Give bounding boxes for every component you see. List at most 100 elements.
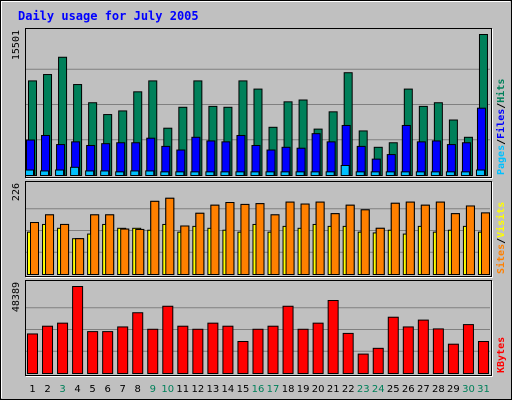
chart-title: Daily usage for July 2005 xyxy=(18,9,199,23)
x-tick-label: 22 xyxy=(342,384,355,395)
pages-bar xyxy=(205,171,215,177)
sites-bar-front xyxy=(405,201,415,275)
files-bar xyxy=(206,140,216,177)
x-tick-label: 14 xyxy=(222,384,235,395)
visits-panel-ymax-label: 226 xyxy=(11,183,22,201)
x-tick-label: 12 xyxy=(192,384,205,395)
sites-bar-front xyxy=(240,203,250,275)
kbytes-bar xyxy=(387,316,399,375)
kbytes-bar xyxy=(297,328,309,374)
pages-bar xyxy=(130,170,140,176)
x-tick-label: 16 xyxy=(252,384,265,395)
files-bar xyxy=(461,142,471,176)
x-tick-label: 15 xyxy=(237,384,250,395)
sites-bar-front xyxy=(285,201,295,275)
pages-bar xyxy=(100,170,110,176)
pages-bar xyxy=(85,170,95,176)
legend-entry: Hits xyxy=(495,79,507,103)
sites-bar-front xyxy=(330,213,340,275)
x-tick-label: 3 xyxy=(59,384,65,395)
sites-bar-front xyxy=(360,209,370,276)
x-tick-label: 8 xyxy=(135,384,141,395)
legend-entry: Files xyxy=(495,109,507,139)
x-tick-label: 26 xyxy=(402,384,415,395)
files-bar xyxy=(476,107,486,176)
sites-bar-front xyxy=(420,204,430,275)
kbytes-bar xyxy=(342,332,354,375)
kbytes-bar xyxy=(477,340,489,374)
files-bar xyxy=(221,141,231,176)
kbytes-panel-legend: KBytes xyxy=(496,337,507,373)
pages-bar xyxy=(355,171,365,177)
sites-bar-front xyxy=(90,214,100,276)
x-tick-label: 25 xyxy=(387,384,400,395)
files-bar xyxy=(251,144,261,176)
kbytes-bar xyxy=(462,324,474,374)
kbytes-bar xyxy=(87,331,99,374)
pages-bar xyxy=(40,170,50,176)
sites-bar-front xyxy=(345,204,355,275)
kbytes-bar xyxy=(432,328,444,374)
x-tick-label: 30 xyxy=(462,384,475,395)
kbytes-bar xyxy=(237,340,249,374)
pages-bar xyxy=(265,171,275,177)
kbytes-bar xyxy=(57,322,69,375)
kbytes-bar xyxy=(132,312,144,374)
files-bar xyxy=(116,142,126,176)
pages-bar xyxy=(415,171,425,177)
sites-bar-front xyxy=(375,227,385,276)
kbytes-bar xyxy=(282,305,294,374)
x-tick-label: 18 xyxy=(282,384,295,395)
pages-bar xyxy=(310,171,320,177)
x-tick-label: 21 xyxy=(327,384,340,395)
sites-bar-front xyxy=(270,214,280,276)
kbytes-bar xyxy=(177,325,189,374)
pages-bar xyxy=(70,166,80,176)
files-bar xyxy=(326,141,336,176)
kbytes-bar xyxy=(72,286,84,374)
x-tick-label: 13 xyxy=(207,384,220,395)
pages-bar xyxy=(475,169,485,176)
files-bar xyxy=(431,140,441,177)
hits-panel-legend: Pages/Files/Hits xyxy=(495,79,507,175)
kbytes-bar xyxy=(327,300,339,374)
pages-bar xyxy=(295,171,305,177)
pages-bar xyxy=(160,171,170,177)
pages-bar xyxy=(55,169,65,176)
x-tick-label: 11 xyxy=(176,384,189,395)
sites-bar-front xyxy=(390,202,400,275)
sites-bar-front xyxy=(165,197,175,275)
pages-bar xyxy=(400,171,410,177)
sites-bar-front xyxy=(450,213,460,275)
files-bar xyxy=(281,146,291,176)
kbytes-bar xyxy=(192,328,204,374)
pages-bar xyxy=(25,169,34,176)
sites-bar-front xyxy=(465,205,475,275)
files-bar xyxy=(191,136,201,177)
x-tick-label: 5 xyxy=(89,384,95,395)
x-tick-label: 1 xyxy=(29,384,35,395)
sites-bar-front xyxy=(45,214,55,276)
visits-panel-legend: Sites/Visits xyxy=(495,202,507,274)
sites-bar-front xyxy=(195,212,205,276)
files-bar xyxy=(161,145,171,176)
sites-bar-front xyxy=(180,225,190,275)
kbytes-bar xyxy=(402,326,414,374)
x-tick-label: 20 xyxy=(312,384,325,395)
kbytes-bar xyxy=(312,322,324,375)
x-tick-label: 28 xyxy=(432,384,445,395)
files-bar xyxy=(311,133,321,176)
legend-entry: / xyxy=(496,139,507,145)
x-tick-label: 31 xyxy=(477,384,490,395)
sites-bar-front xyxy=(150,200,160,276)
kbytes-bar xyxy=(447,343,459,375)
legend-entry: Sites xyxy=(495,244,507,274)
x-tick-label: 23 xyxy=(357,384,370,395)
files-bar xyxy=(146,137,156,176)
sites-bar-front xyxy=(120,228,130,276)
pages-bar xyxy=(445,171,455,177)
x-tick-label: 27 xyxy=(417,384,430,395)
x-tick-label: 9 xyxy=(150,384,156,395)
pages-bar xyxy=(115,171,125,177)
